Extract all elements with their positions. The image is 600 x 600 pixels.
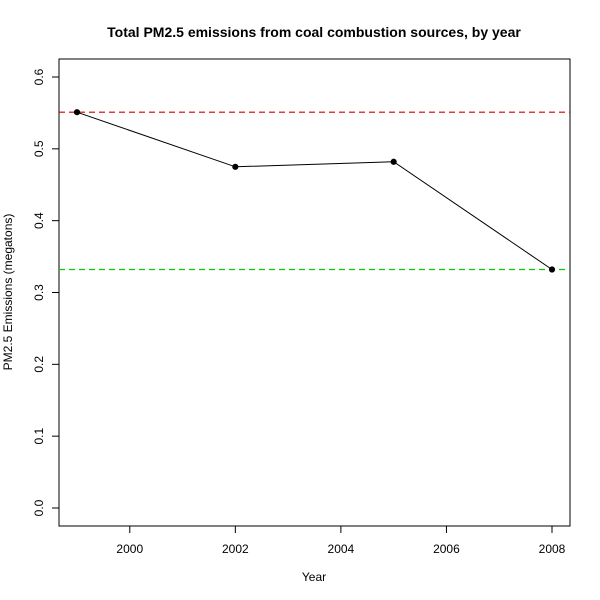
- x-tick-label: 2006: [433, 542, 460, 556]
- x-axis: 2000 2002 2004 2006 2008: [116, 526, 566, 556]
- data-point: [232, 163, 239, 170]
- chart-title: Total PM2.5 emissions from coal combusti…: [107, 24, 521, 40]
- y-tick-label: 0.2: [32, 356, 46, 373]
- x-tick-label: 2008: [539, 542, 566, 556]
- y-tick-label: 0.3: [32, 284, 46, 301]
- series-group: [73, 109, 556, 273]
- x-tick-label: 2000: [116, 542, 143, 556]
- y-tick-label: 0.6: [32, 68, 46, 85]
- x-tick-label: 2002: [222, 542, 249, 556]
- data-point: [73, 109, 81, 116]
- series-line: [76, 111, 553, 270]
- reference-lines: [59, 111, 570, 271]
- data-point: [548, 266, 556, 273]
- y-tick-label: 0.5: [32, 140, 46, 157]
- x-axis-label: Year: [302, 570, 326, 584]
- y-axis: 0.0 0.1 0.2 0.3 0.4 0.5 0.6: [32, 68, 59, 516]
- y-tick-label: 0.1: [32, 428, 46, 445]
- y-tick-label: 0.0: [32, 499, 46, 516]
- y-axis-label: PM2.5 Emissions (megatons): [1, 214, 15, 371]
- plot-area: [58, 58, 571, 527]
- y-tick-label: 0.4: [32, 212, 46, 229]
- x-tick-label: 2004: [328, 542, 355, 556]
- data-point: [390, 158, 397, 165]
